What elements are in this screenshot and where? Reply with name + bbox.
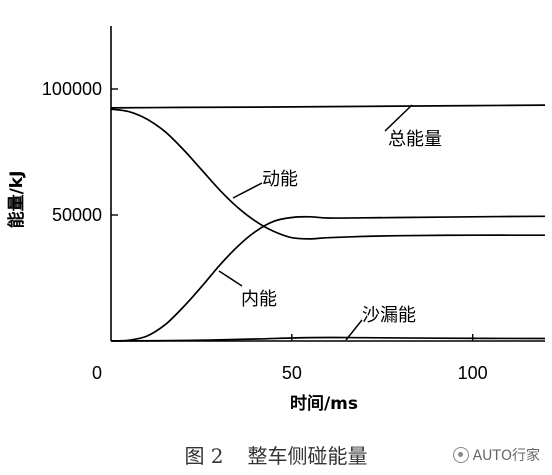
- total-energy-curve: [110, 104, 546, 109]
- ticks: 0 50 100 50000 100000: [42, 79, 488, 383]
- watermark: AUTO行家: [452, 445, 540, 465]
- internal-energy-leader-line: [218, 270, 243, 287]
- x-tick-label: 100: [458, 363, 488, 383]
- axes: [110, 26, 545, 342]
- y-tick-label: 100000: [42, 79, 102, 99]
- kinetic-energy-curve: [110, 108, 546, 240]
- hourglass-energy-leader-line: [345, 319, 363, 341]
- internal-energy-curve: [110, 215, 546, 342]
- total-energy-label: 总能量: [388, 129, 442, 150]
- kinetic-energy-leader-line: [232, 182, 263, 199]
- x-tick-label: 50: [282, 363, 302, 383]
- figure-title: 整车侧碰能量: [247, 444, 368, 468]
- x-tick-label: 0: [92, 363, 102, 383]
- x-axis-label: 时间/ms: [290, 393, 358, 414]
- y-axis-label: 能量/kJ: [6, 171, 27, 229]
- kinetic-energy-label: 动能: [262, 169, 298, 190]
- curves: [110, 104, 546, 342]
- figure-number: 图 2: [184, 444, 224, 468]
- wechat-icon: [452, 447, 469, 463]
- hourglass-energy-curve: [110, 336, 546, 342]
- y-tick-label: 50000: [52, 205, 102, 225]
- watermark-text: AUTO行家: [472, 448, 540, 464]
- hourglass-energy-label: 沙漏能: [362, 305, 416, 326]
- internal-energy-label: 内能: [241, 289, 277, 310]
- figure-caption: 图 2 整车侧碰能量: [0, 440, 552, 469]
- total-energy-leader-line: [384, 104, 413, 132]
